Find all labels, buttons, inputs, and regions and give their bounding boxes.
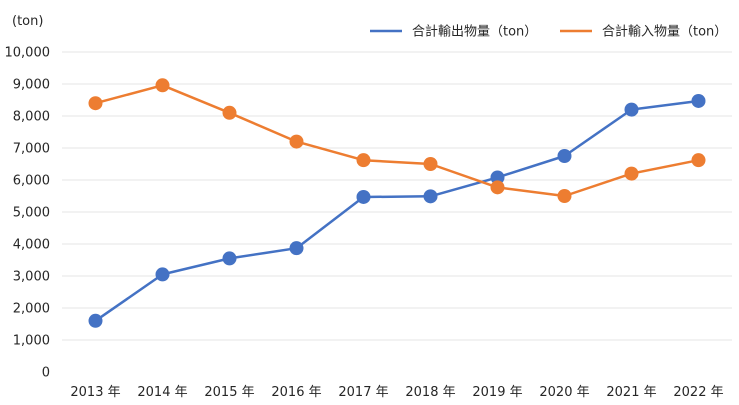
y-tick-label: 5,000 [13, 206, 50, 221]
gridlines [62, 51, 732, 341]
data-point [691, 93, 706, 108]
data-point [356, 153, 371, 168]
y-axis: 0 1,000 2,000 3,000 4,000 5,000 6,000 7,000 8,00… [5, 46, 51, 381]
y-tick-label: 6,000 [13, 174, 50, 189]
data-point [490, 170, 505, 185]
y-tick-label: 7,000 [13, 142, 50, 157]
series-1 [88, 93, 706, 328]
legend: 合計輸出物量（ton） 合計輸入物量（ton） [370, 24, 727, 40]
legend-item: 合計輸出物量（ton） [370, 24, 537, 40]
data-point [624, 102, 639, 117]
data-point [88, 313, 103, 328]
y-tick-label: 9,000 [13, 78, 50, 93]
data-point [289, 241, 304, 256]
y-tick-label: 3,000 [13, 270, 50, 285]
x-tick-label: 2021 年 [606, 385, 656, 400]
y-tick-label: 10,000 [5, 46, 51, 61]
y-axis-unit-label: (ton) [12, 14, 43, 29]
y-tick-label: 8,000 [13, 110, 50, 125]
legend-item: 合計輸入物量（ton） [560, 24, 727, 40]
x-tick-label: 2019 年 [472, 385, 522, 400]
legend-label: 合計輸出物量（ton） [412, 24, 537, 40]
y-tick-label: 0 [42, 366, 50, 381]
series-line [95, 84, 699, 198]
data-point [557, 149, 572, 163]
data-point [557, 189, 572, 203]
x-tick-label: 2017 年 [338, 385, 388, 400]
data-point [222, 251, 237, 266]
y-tick-label: 4,000 [13, 238, 50, 253]
data-point [423, 189, 438, 204]
x-tick-label: 2013 年 [70, 385, 120, 400]
data-point [691, 153, 706, 168]
series-group [88, 78, 706, 328]
data-point [490, 180, 505, 195]
data-point [155, 78, 170, 93]
legend-label: 合計輸入物量（ton） [602, 24, 727, 40]
x-axis: 2013 年 2014 年 2015 年 2016 年 2017 年 2018 年 2019… [70, 385, 723, 400]
x-tick-label: 2020 年 [539, 385, 589, 400]
x-tick-label: 2016 年 [271, 385, 321, 400]
series-line [94, 99, 699, 322]
data-point [222, 105, 237, 120]
series-2 [88, 78, 706, 203]
data-point [423, 157, 438, 171]
x-tick-label: 2018 年 [405, 385, 455, 400]
data-point [155, 267, 170, 282]
data-point [88, 96, 103, 111]
x-tick-label: 2014 年 [137, 385, 187, 400]
data-point [624, 166, 639, 181]
x-tick-label: 2022 年 [673, 385, 723, 400]
data-point [356, 189, 371, 204]
y-tick-label: 2,000 [13, 302, 50, 317]
data-point [289, 134, 304, 149]
x-tick-label: 2015 年 [204, 385, 254, 400]
y-tick-label: 1,000 [13, 334, 50, 349]
